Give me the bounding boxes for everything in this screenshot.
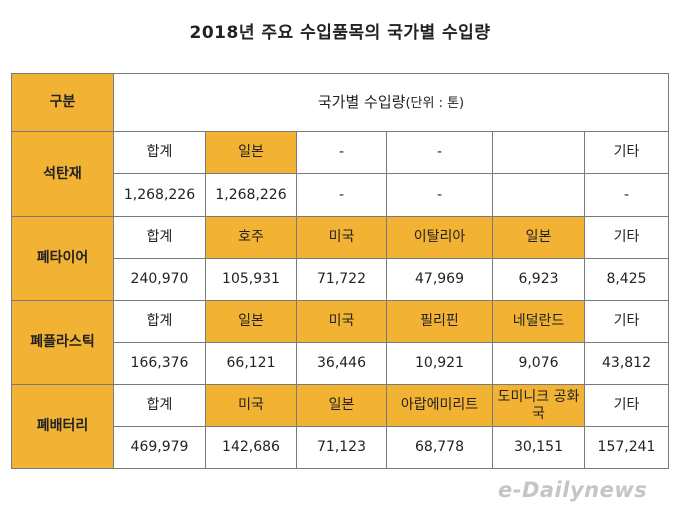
country-row: 폐배터리 합계 미국 일본 아랍에미리트 도미니크 공화국 기타 (11, 384, 669, 469)
total-value-cell: 469,979 (113, 426, 206, 469)
country-cell: 기타 (584, 131, 669, 174)
value-cell: - (584, 173, 669, 217)
country-cell: 호주 (205, 216, 297, 259)
value-cell: 10,921 (386, 342, 493, 385)
category-cell: 폐플라스틱 (11, 300, 114, 385)
country-cell: 기타 (584, 300, 669, 343)
value-cell: 47,969 (386, 258, 493, 301)
value-cell: 36,446 (296, 342, 387, 385)
value-cell: 8,425 (584, 258, 669, 301)
country-cell: 미국 (205, 384, 297, 427)
country-cell: 일본 (205, 131, 297, 174)
value-cell: 142,686 (205, 426, 297, 469)
total-label-cell: 합계 (113, 216, 206, 259)
value-cell: 68,778 (386, 426, 493, 469)
value-cell: 9,076 (492, 342, 585, 385)
value-cell: 1,268,226 (205, 173, 297, 217)
value-cell: 66,121 (205, 342, 297, 385)
value-cell (492, 173, 585, 217)
country-cell: 기타 (584, 384, 669, 427)
page-title: 2018년 주요 수입품목의 국가별 수입량 (189, 23, 491, 43)
country-cell: 아랍에미리트 (386, 384, 493, 427)
value-cell: 30,151 (492, 426, 585, 469)
total-value-cell: 240,970 (113, 258, 206, 301)
country-cell: 필리핀 (386, 300, 493, 343)
country-row: 폐타이어 합계 호주 미국 이탈리아 일본 기타 (11, 216, 669, 301)
total-label-cell: 합계 (113, 131, 206, 174)
value-cell: - (296, 173, 387, 217)
import-table: 구분 국가별 수입량(단위 : 톤) 석탄재 합계 일본 - - 기타 1,268,226 1… (11, 73, 669, 469)
total-label-cell: 합계 (113, 384, 206, 427)
unit-label: (단위 : 톤) (405, 95, 465, 111)
value-cell: 71,123 (296, 426, 387, 469)
dailynews-watermark: e-Dailynews (498, 478, 648, 502)
value-row: 1,268,226 1,268,226- - - (12, 173, 669, 217)
country-cell: 도미니크 공화국 (492, 384, 585, 427)
header-row: 구분 국가별 수입량(단위 : 톤) (11, 73, 669, 132)
country-cell: 기타 (584, 216, 669, 259)
country-cell: 미국 (296, 216, 387, 259)
category-cell: 석탄재 (11, 131, 114, 217)
country-cell (492, 131, 585, 174)
country-cell: 네덜란드 (492, 300, 585, 343)
total-label-cell: 합계 (113, 300, 206, 343)
value-cell: 157,241 (584, 426, 669, 469)
country-cell: 일본 (492, 216, 585, 259)
value-row: 166,376 66,121 36,446 10,921 9,076 43,812 (12, 342, 669, 385)
value-row: 240,970 105,931 71,722 47,969 6,923 8,425 (12, 258, 669, 301)
country-row: 석탄재 합계 일본 - - 기타 (11, 131, 669, 217)
main-header-label: 국가별 수입량 (317, 92, 406, 111)
value-cell: 71,722 (296, 258, 387, 301)
category-header: 구분 (11, 73, 114, 132)
category-cell: 폐배터리 (11, 384, 114, 469)
total-value-cell: 1,268,226 (113, 173, 206, 217)
country-row: 폐플라스틱 합계 일본 미국 필리핀 네덜란드 기타 (11, 300, 669, 385)
country-cell: 미국 (296, 300, 387, 343)
country-cell: - (386, 131, 493, 174)
country-cell: - (296, 131, 387, 174)
value-cell: - (386, 173, 493, 217)
country-cell: 일본 (296, 384, 387, 427)
value-cell: 6,923 (492, 258, 585, 301)
main-header: 국가별 수입량(단위 : 톤) (113, 73, 669, 132)
country-cell: 일본 (205, 300, 297, 343)
total-value-cell: 166,376 (113, 342, 206, 385)
country-cell: 이탈리아 (386, 216, 493, 259)
value-cell: 43,812 (584, 342, 669, 385)
value-cell: 105,931 (205, 258, 297, 301)
category-cell: 폐타이어 (11, 216, 114, 301)
value-row: 469,979 142,686 71,123 68,778 30,151 157,241 (12, 426, 669, 469)
